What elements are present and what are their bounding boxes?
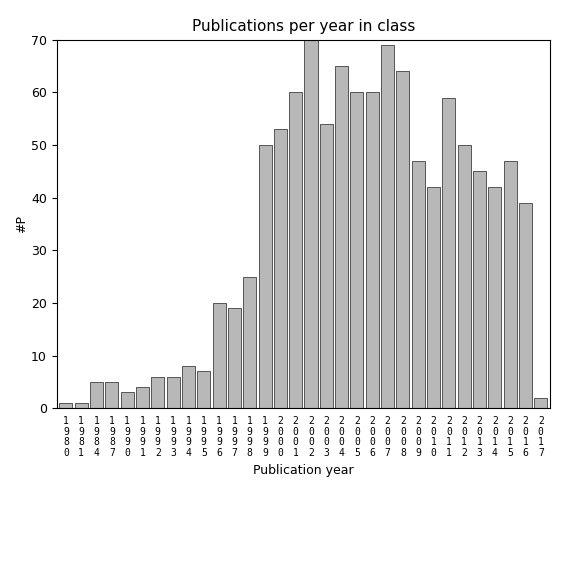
Y-axis label: #P: #P	[15, 215, 28, 233]
Bar	[519, 203, 532, 408]
Bar	[151, 376, 164, 408]
Bar	[534, 397, 547, 408]
Bar	[427, 187, 440, 408]
Bar	[90, 382, 103, 408]
Bar	[105, 382, 119, 408]
Bar	[503, 161, 517, 408]
Bar	[488, 187, 501, 408]
Bar	[458, 145, 471, 408]
Bar	[381, 45, 394, 408]
Bar	[259, 145, 272, 408]
Bar	[167, 376, 180, 408]
Bar	[320, 124, 333, 408]
Bar	[442, 98, 455, 408]
Bar	[304, 40, 318, 408]
Bar	[396, 71, 409, 408]
Bar	[473, 171, 486, 408]
Bar	[60, 403, 73, 408]
Bar	[289, 92, 302, 408]
Bar	[197, 371, 210, 408]
Title: Publications per year in class: Publications per year in class	[192, 19, 415, 35]
Bar	[335, 66, 348, 408]
Bar	[243, 277, 256, 408]
Bar	[228, 308, 241, 408]
Bar	[136, 387, 149, 408]
Bar	[121, 392, 134, 408]
Bar	[182, 366, 195, 408]
X-axis label: Publication year: Publication year	[253, 464, 354, 477]
Bar	[350, 92, 363, 408]
Bar	[213, 303, 226, 408]
Bar	[412, 161, 425, 408]
Bar	[274, 129, 287, 408]
Bar	[366, 92, 379, 408]
Bar	[75, 403, 88, 408]
